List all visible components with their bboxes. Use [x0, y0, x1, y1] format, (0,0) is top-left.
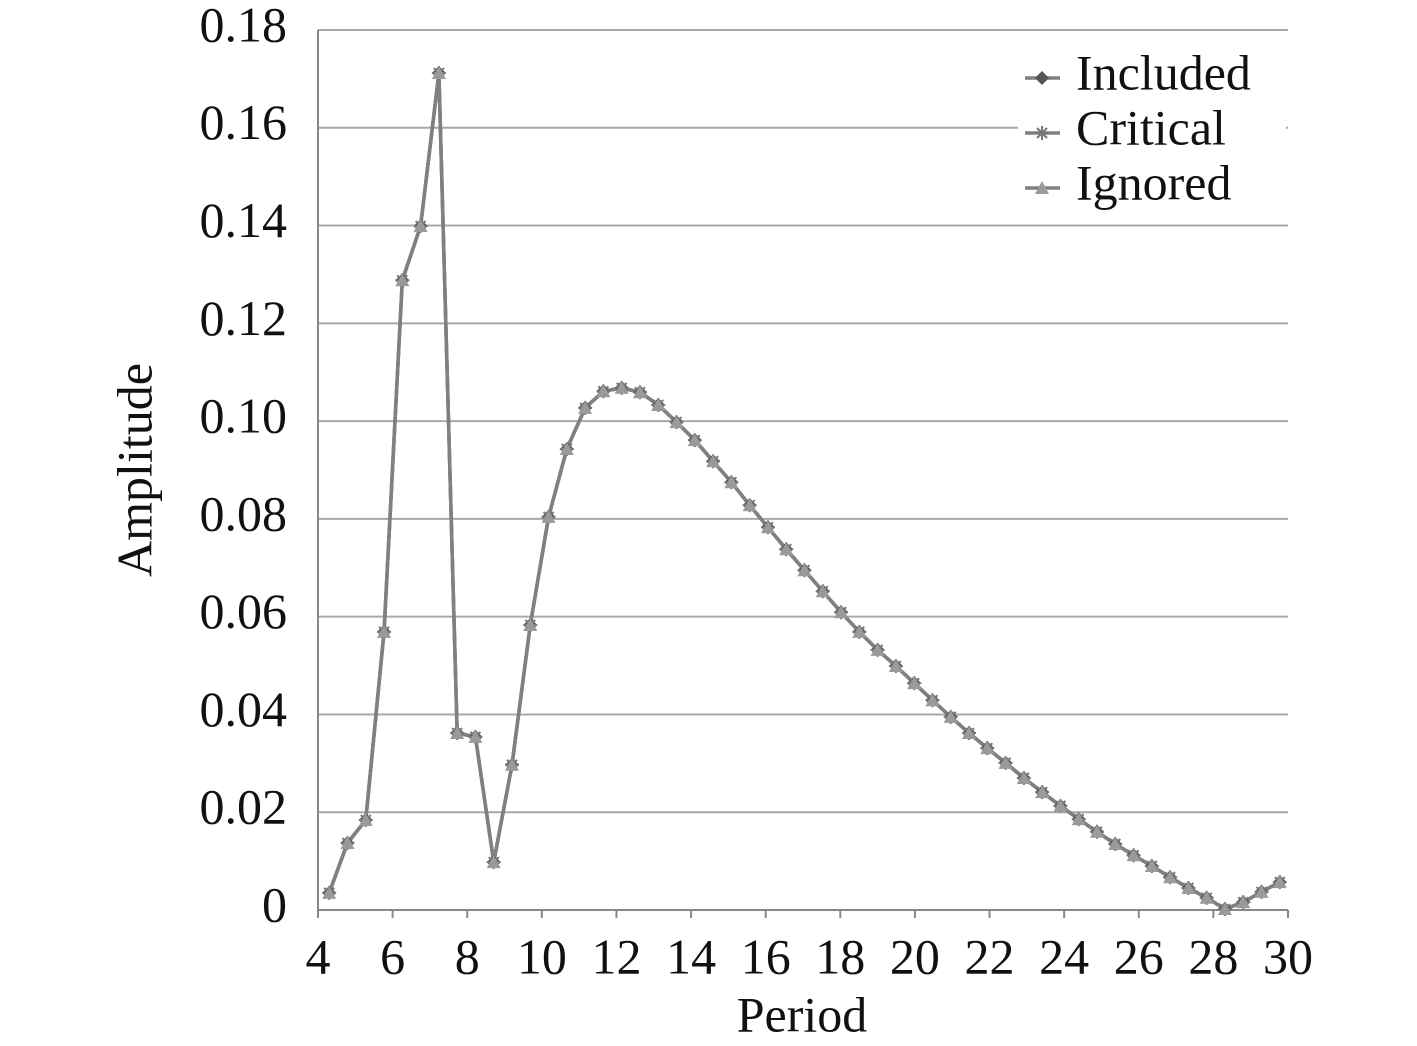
marker	[1199, 890, 1214, 904]
x-tick-label: 16	[741, 928, 791, 984]
marker	[925, 693, 940, 707]
marker	[687, 433, 702, 447]
marker	[541, 509, 556, 523]
marker	[1035, 785, 1050, 799]
marker	[943, 709, 958, 723]
y-tick-label: 0.08	[200, 485, 288, 541]
y-tick-label: 0.18	[200, 0, 288, 52]
marker	[431, 66, 446, 80]
marker	[614, 380, 629, 394]
marker	[998, 755, 1013, 769]
marker	[888, 659, 903, 673]
marker	[1108, 837, 1123, 850]
marker	[1272, 875, 1287, 889]
y-tick-label: 0.12	[200, 290, 288, 346]
legend-marker	[1035, 71, 1049, 85]
x-tick-label: 20	[890, 928, 940, 984]
marker	[706, 454, 721, 468]
marker	[340, 836, 355, 850]
marker	[523, 617, 538, 631]
marker	[870, 642, 885, 656]
y-tick-label: 0.16	[200, 94, 288, 150]
marker	[724, 475, 739, 489]
x-tick-label: 4	[306, 928, 331, 984]
y-tick-label: 0.06	[200, 583, 288, 639]
legend-label: Included	[1076, 44, 1251, 100]
y-tick-label: 0.02	[200, 779, 288, 835]
y-tick-label: 0	[262, 876, 287, 932]
marker	[468, 729, 483, 743]
x-axis-label: Period	[737, 986, 868, 1042]
marker	[907, 676, 922, 690]
marker	[450, 726, 465, 740]
marker	[1126, 848, 1141, 862]
legend-marker	[1035, 181, 1049, 194]
x-tick-label: 26	[1114, 928, 1164, 984]
marker	[962, 726, 977, 740]
legend-box	[1018, 48, 1286, 223]
marker	[505, 757, 519, 771]
x-tick-label: 24	[1039, 928, 1089, 984]
marker	[980, 741, 995, 755]
marker	[1163, 870, 1178, 884]
marker	[413, 219, 428, 233]
marker	[669, 415, 684, 429]
marker	[1144, 859, 1159, 872]
legend-label: Ignored	[1076, 154, 1232, 210]
marker	[559, 441, 574, 455]
x-tick-label: 28	[1188, 928, 1238, 984]
marker	[1053, 798, 1068, 812]
marker	[760, 520, 775, 534]
marker	[395, 273, 410, 287]
marker	[742, 498, 757, 512]
marker	[852, 624, 867, 638]
marker	[1236, 895, 1251, 909]
legend-marker	[1035, 126, 1049, 140]
marker	[322, 885, 337, 899]
x-tick-label: 18	[815, 928, 865, 984]
marker	[815, 584, 830, 598]
marker	[779, 542, 794, 556]
marker	[1089, 824, 1104, 838]
y-tick-label: 0.04	[200, 681, 288, 737]
marker	[1181, 881, 1196, 894]
marker	[358, 813, 373, 827]
x-tick-label: 14	[666, 928, 716, 984]
marker	[632, 385, 647, 399]
y-tick-label: 0.10	[200, 388, 288, 444]
x-tick-label: 22	[965, 928, 1015, 984]
marker	[596, 384, 611, 398]
marker	[651, 397, 666, 411]
marker	[578, 400, 593, 414]
x-tick-label: 12	[591, 928, 641, 984]
marker	[1016, 771, 1031, 784]
x-tick-label: 8	[455, 928, 480, 984]
x-tick-label: 6	[380, 928, 405, 984]
x-tick-label: 30	[1263, 928, 1313, 984]
marker	[834, 605, 849, 619]
y-axis-label: Amplitude	[106, 363, 162, 577]
x-tick-label: 10	[517, 928, 567, 984]
marker	[1254, 884, 1269, 898]
marker	[377, 624, 392, 638]
marker	[1217, 902, 1232, 916]
legend-label: Critical	[1076, 99, 1226, 155]
marker	[486, 855, 501, 869]
y-tick-label: 0.14	[200, 192, 288, 248]
marker	[1071, 812, 1086, 826]
marker	[797, 563, 812, 577]
